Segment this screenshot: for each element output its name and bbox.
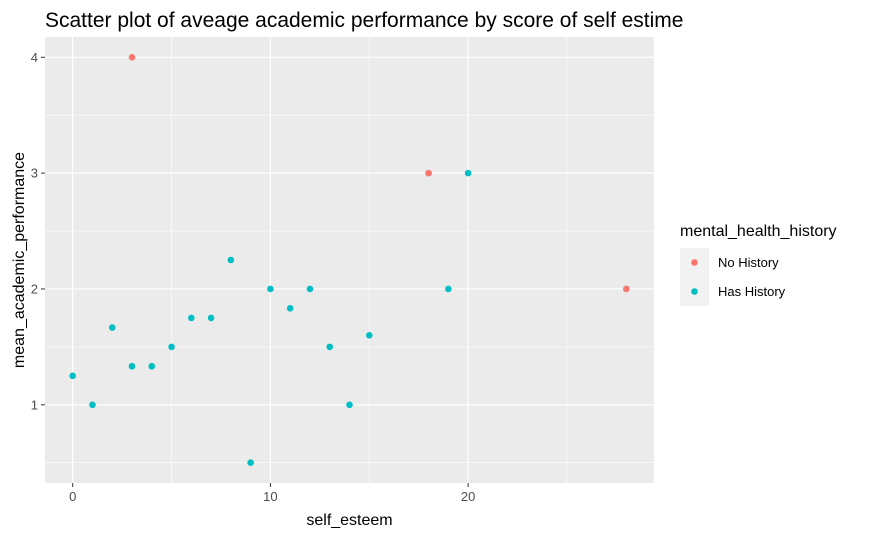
y-tick-label: 1 [31,397,38,412]
data-point [306,285,314,293]
legend-title: mental_health_history [680,223,837,240]
x-axis: 0 10 20 [69,483,475,504]
data-point [227,256,235,264]
data-point [108,324,116,331]
legend-label: Has History [718,284,786,299]
x-tick-label: 0 [69,489,76,504]
y-tick-label: 2 [31,281,38,296]
x-tick-label: 10 [263,489,277,504]
data-point [445,285,452,293]
data-point [207,314,215,322]
data-point [69,372,76,380]
plot-panel [45,37,654,483]
data-point [168,343,175,351]
points-layer [69,53,630,467]
chart-title: Scatter plot of aveage academic performa… [45,9,683,32]
data-point [267,285,274,293]
legend-key-point [691,288,698,295]
legend: mental_health_history No History Has Hist… [680,223,837,306]
y-tick-label: 4 [31,50,38,65]
data-point [89,401,96,409]
x-tick-label: 20 [461,489,475,504]
data-point [365,331,373,339]
y-axis: 1 2 3 4 [31,50,45,412]
legend-label: No History [718,255,779,270]
legend-items: No History Has History [680,248,786,306]
y-tick-label: 3 [31,166,38,181]
data-point [623,285,630,293]
data-point [148,362,156,370]
data-point [286,305,294,312]
legend-key-point [691,259,698,266]
y-axis-title: mean_academic_performance [11,152,28,368]
data-point [425,169,432,177]
data-point [247,459,254,467]
x-axis-title: self_esteem [306,512,392,529]
series-group [69,169,472,467]
data-point [128,53,136,61]
series-group [128,53,630,293]
grid-layer [45,37,654,483]
data-point [464,169,472,177]
data-point [326,343,334,351]
data-point [188,314,195,322]
data-point [346,401,353,409]
data-point [128,362,136,370]
